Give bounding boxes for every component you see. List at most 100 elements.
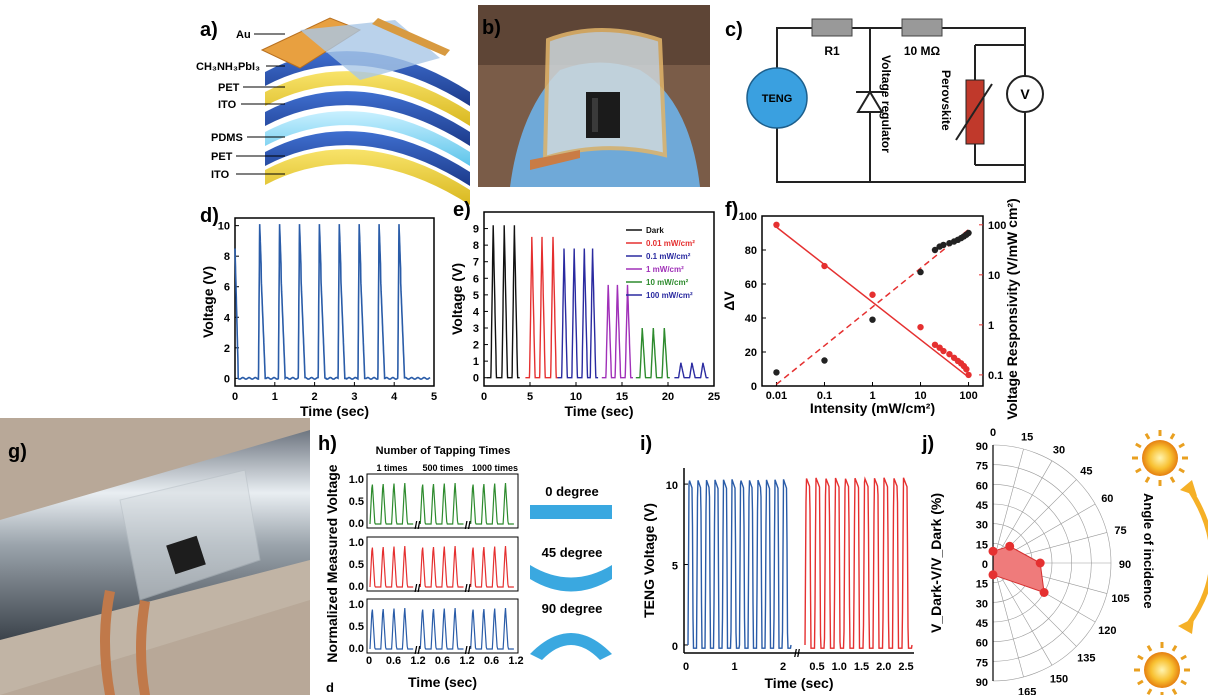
x-tick-label: 0	[366, 655, 372, 667]
angle-tick-label: 90	[1119, 559, 1131, 571]
x-tick-label: 1.0	[832, 661, 847, 673]
panel-label-h: h)	[318, 433, 337, 455]
radial-tick-label: 60	[976, 480, 988, 492]
deltaV-point	[917, 268, 924, 276]
radial-tick-label: 60	[976, 638, 988, 650]
responsivity-point	[917, 323, 924, 331]
arrow-head-icon	[1180, 480, 1197, 496]
sun-ray	[1137, 679, 1144, 686]
data-area	[992, 545, 1045, 594]
responsivity-point	[940, 347, 947, 355]
sun-ray	[1135, 442, 1142, 449]
y-tick-label: 2	[473, 340, 479, 352]
angle-tick-label: 45	[1080, 466, 1092, 478]
series-line	[635, 327, 670, 379]
series-line	[234, 224, 431, 381]
plot-frame	[483, 211, 715, 387]
grid-spoke	[992, 562, 1024, 678]
radial-tick-label: 30	[976, 598, 988, 610]
resistor-r1-label: R1	[824, 44, 840, 58]
chart-j: 0 153045607590105120135150165907560453015…	[928, 427, 1131, 699]
y-tick-label: 8	[224, 251, 230, 263]
series-line	[601, 284, 633, 379]
teng-source	[746, 67, 808, 129]
data-point	[1005, 541, 1015, 551]
x-tick-label: 1	[869, 390, 875, 402]
x-tick-label: 4	[391, 391, 398, 403]
fit-line-responsivity	[775, 226, 970, 378]
layer-label: ITO	[211, 169, 230, 181]
sun-ray	[1146, 645, 1153, 652]
data-point	[988, 546, 998, 556]
angle-tick-label: 75	[1114, 525, 1126, 537]
panel-label-c: c)	[725, 19, 743, 41]
deltaV-point	[965, 229, 972, 237]
legend-label: 1 mW/cm²	[646, 265, 684, 274]
y-tick-label: 10	[218, 221, 230, 233]
responsivity-point	[773, 221, 780, 229]
y-tick-label: 6	[224, 282, 230, 294]
radial-tick-label: 90	[976, 441, 988, 453]
x-tick-label: 0.6	[484, 655, 499, 667]
series-line	[486, 225, 520, 379]
y2-axis-label: Voltage Responsivity (V/mW cm²)	[1004, 198, 1020, 419]
chart-e: 0 5 10 15 20 25 0 1 2 3 4 5 6 7 8 9 Time (sec) Voltage (V…	[449, 211, 720, 419]
axis-break-icon: //	[794, 648, 800, 660]
responsivity-point	[931, 341, 939, 348]
axis-break-icon: //	[414, 520, 420, 532]
sun-ray	[1180, 679, 1187, 686]
y2-tick-label: 10	[988, 270, 1000, 282]
axis-break-icon: //	[465, 520, 471, 532]
y-tick-label: 5	[473, 290, 479, 302]
y-tick-label: 1.0	[349, 474, 364, 486]
panel-label-g: g)	[8, 441, 27, 463]
x-tick-label: 10	[570, 391, 582, 403]
x-tick-label: 0.01	[766, 390, 787, 402]
sun-ray	[1171, 688, 1178, 695]
tapping-count: 1000 times	[472, 463, 518, 473]
resistor-10m	[901, 18, 943, 37]
x-axis-label: Time (sec)	[765, 675, 834, 691]
layer-label: PET	[211, 151, 233, 163]
sun-ray	[1171, 645, 1178, 652]
circuit-diagram	[776, 27, 1026, 183]
y-axis-label: TENG Voltage (V)	[641, 503, 657, 618]
x-tick-label: 2.0	[876, 661, 891, 673]
panel-label-j: j)	[921, 433, 934, 455]
x-tick-label: 1	[272, 391, 278, 403]
x-tick-label: 0.1	[817, 390, 832, 402]
axis-break-icon: //	[414, 583, 420, 595]
angle-tick-label: 60	[1101, 493, 1113, 505]
tapping-header: Number of Tapping Times	[376, 445, 511, 457]
y-tick-label: 7	[473, 257, 479, 269]
voltmeter-label: V	[1020, 86, 1030, 102]
series-line	[687, 479, 792, 649]
responsivity-point	[869, 291, 876, 298]
deltaV-point	[940, 241, 947, 249]
angle-tick-label: 30	[1053, 445, 1065, 457]
radial-tick-label: 75	[976, 461, 988, 473]
x-tick-label: 15	[616, 391, 628, 403]
y-tick-label: 0.5	[349, 621, 364, 633]
y-tick-label: 4	[224, 312, 231, 324]
deltaV-point	[773, 369, 780, 376]
bend-angle-label: 45 degree	[542, 545, 603, 560]
radial-tick-label: 90	[976, 677, 988, 689]
x-tick-label: 25	[708, 391, 720, 403]
x-tick-label: 5	[431, 391, 437, 403]
x-tick-label: 1	[731, 661, 737, 673]
responsivity-point	[963, 366, 970, 373]
y-tick-label: 2	[224, 343, 230, 355]
x-tick-label: 2	[780, 661, 786, 673]
plot-frame	[366, 536, 519, 592]
layer-label: PDMS	[211, 132, 243, 144]
y-tick-label: 5	[672, 561, 678, 573]
y-tick-label: 4	[473, 306, 480, 318]
responsivity-point	[946, 350, 953, 358]
chart-i: // 0 5 10 0 1 2 0.5 1.0 1.5 2.0 2.5 Time (sec) TENG V…	[641, 468, 914, 691]
x-tick-label: 1.2	[410, 655, 425, 667]
panel-label-f: f)	[725, 199, 738, 221]
plot-frame	[366, 473, 519, 529]
plot-frame	[234, 217, 435, 387]
